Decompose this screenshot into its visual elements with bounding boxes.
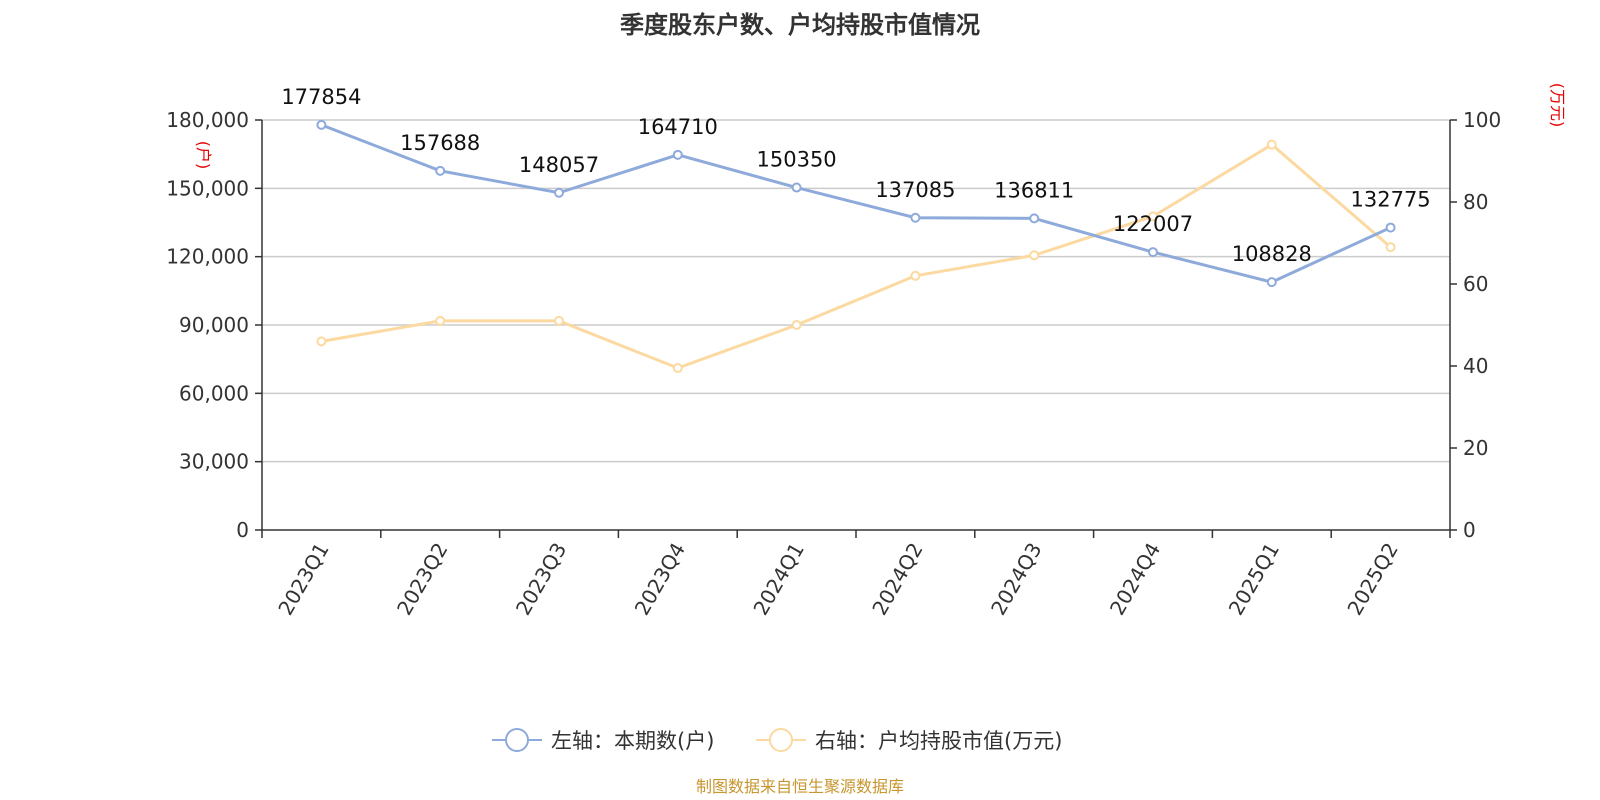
right-series-point — [672, 363, 683, 374]
grid-lines — [262, 119, 1450, 463]
legend-item[interactable]: 左轴：本期数(户) — [492, 728, 714, 753]
left-series-data-label: 136811 — [994, 178, 1074, 202]
x-axis-tick-label: 2023Q3 — [511, 539, 571, 620]
left-axis-tick-label: 150,000 — [166, 176, 249, 200]
left-series-point — [791, 182, 802, 193]
left-series-point — [910, 212, 921, 223]
right-axis-tick-label: 100 — [1463, 108, 1501, 132]
left-series-point — [1385, 222, 1396, 233]
left-series-point — [435, 165, 446, 176]
left-series-data-label: 150350 — [757, 148, 837, 172]
x-axis-tick-label: 2023Q4 — [630, 539, 690, 620]
left-series-data-label: 108828 — [1232, 242, 1312, 266]
x-axis-tick-label: 2024Q4 — [1105, 539, 1165, 620]
left-series-point — [1148, 247, 1158, 258]
left-series-point — [1266, 277, 1277, 288]
left-series-point — [554, 187, 564, 198]
left-series-data-label: 177854 — [281, 85, 361, 109]
x-axis-tick-label: 2025Q2 — [1342, 539, 1402, 620]
legend-circle-icon — [505, 728, 529, 752]
right-series-point — [316, 336, 327, 347]
left-axis-tick-label: 180,000 — [166, 108, 249, 132]
series-layer: 177854 157688 148057 164710 150350 137085 1368… — [281, 85, 1431, 374]
left-axis-tick-label: 30,000 — [179, 450, 249, 474]
right-series-point — [435, 315, 446, 326]
right-axis-unit: (万元) — [1548, 83, 1567, 128]
left-axis-tick-label: 120,000 — [166, 245, 249, 269]
x-axis-tick-label: 2024Q3 — [986, 539, 1046, 620]
left-axis-tick-label: 0 — [236, 518, 249, 542]
left-series-point — [1029, 213, 1040, 224]
right-series-point — [1266, 139, 1277, 150]
right-axis-tick-label: 60 — [1463, 272, 1488, 296]
left-series-line — [320, 123, 1392, 284]
left-axis-tick-label: 90,000 — [179, 313, 249, 337]
right-series-point — [554, 315, 564, 326]
left-series-data-label: 132775 — [1351, 188, 1431, 212]
legend: 左轴：本期数(户) 右轴：户均持股市值(万元) — [492, 728, 1062, 753]
x-axis-tick-label: 2024Q1 — [748, 539, 808, 620]
left-series-data-label: 148057 — [519, 153, 599, 177]
right-series-point — [910, 270, 921, 281]
x-axis-tick-label: 2024Q2 — [867, 539, 927, 620]
left-series-point — [672, 149, 683, 160]
right-axis-tick-label: 0 — [1463, 518, 1476, 542]
right-axis-tick-label: 20 — [1463, 436, 1488, 460]
x-axis-tick-label: 2023Q1 — [273, 539, 333, 620]
left-series-data-label: 122007 — [1113, 212, 1193, 236]
source-note: 制图数据来自恒生聚源数据库 — [696, 777, 904, 796]
left-axis-tick-label: 60,000 — [179, 381, 249, 405]
left-series-data-label: 137085 — [875, 178, 955, 202]
right-series-line — [321, 142, 1392, 370]
right-series-point — [1385, 242, 1396, 253]
right-series-point — [1029, 250, 1040, 261]
left-series-point — [316, 119, 327, 130]
right-series-point — [1148, 211, 1158, 222]
legend-circle-icon — [769, 728, 793, 752]
legend-label: 左轴：本期数(户) — [551, 729, 714, 753]
left-series-data-label: 157688 — [400, 131, 480, 155]
axes: 0 30,000 60,000 90,000 120,000 150,000 180,000… — [166, 108, 1501, 619]
right-axis-tick-label: 40 — [1463, 354, 1488, 378]
left-series-data-label: 164710 — [638, 115, 718, 139]
x-axis-tick-label: 2023Q2 — [392, 539, 452, 620]
right-series-point — [791, 320, 802, 330]
right-axis-tick-label: 80 — [1463, 190, 1488, 214]
x-axis-tick-label: 2025Q1 — [1224, 539, 1284, 620]
chart-title: 季度股东户数、户均持股市值情况 — [620, 11, 980, 39]
legend-item[interactable]: 右轴：户均持股市值(万元) — [756, 728, 1062, 753]
legend-label: 右轴：户均持股市值(万元) — [815, 729, 1062, 753]
left-axis-unit: (户) — [194, 141, 213, 170]
